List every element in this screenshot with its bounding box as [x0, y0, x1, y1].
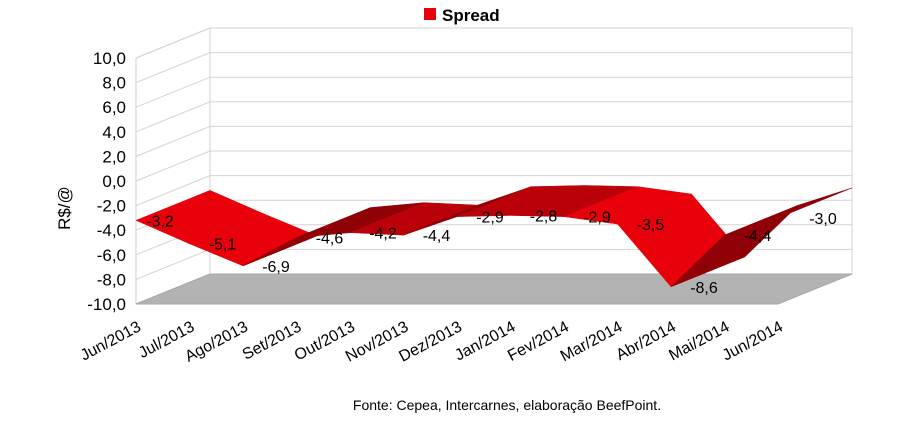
- gridline: [135, 150, 852, 182]
- series-segment: [724, 187, 853, 236]
- gridline: [135, 52, 852, 84]
- data-label: -6,9: [262, 259, 290, 276]
- y-tick-label: -10,0: [87, 295, 126, 314]
- y-tick-label: -6,0: [97, 246, 126, 265]
- legend-swatch-spread: [424, 8, 436, 20]
- data-label: -4,6: [316, 231, 344, 248]
- y-tick-label: -8,0: [97, 270, 126, 289]
- data-label: -4,2: [369, 226, 397, 243]
- y-tick-label: 4,0: [102, 123, 126, 142]
- x-tick-label: Mai/2014: [666, 318, 732, 364]
- y-axis-label: R$/@: [55, 186, 74, 230]
- data-label: -3,5: [637, 217, 665, 234]
- source-note: Fonte: Cepea, Intercarnes, elaboração Be…: [353, 397, 661, 413]
- plot-floor: [135, 273, 853, 305]
- y-axis-ticks: 10,0 8,0 6,0 4,0 2,0 0,0 -2,0 -4,0 -6,0 -8,0 -10,0: [87, 49, 126, 314]
- y-tick-label: 10,0: [93, 49, 126, 68]
- data-labels: -3,2 -5,1 -6,9 -4,6 -4,2 -4,4 -2,9 -2,8 -2,9 -3,5…: [146, 208, 837, 296]
- legend-label-spread: Spread: [442, 6, 500, 25]
- x-axis-labels: Jun/2013Jul/2013Ago/2013Set/2013Out/2013…: [78, 318, 786, 365]
- data-label: -3,2: [146, 213, 174, 230]
- spread-series: [135, 185, 853, 288]
- data-label: -4,4: [423, 228, 451, 245]
- floor-plane: [135, 273, 853, 305]
- data-label: -8,6: [690, 280, 718, 297]
- data-label: -3,0: [809, 211, 837, 228]
- gridline: [135, 27, 852, 59]
- x-tick-label: Abr/2014: [614, 318, 679, 364]
- gridline: [135, 101, 852, 133]
- x-tick-label: Jun/2014: [720, 318, 786, 364]
- data-label: -2,8: [530, 208, 558, 225]
- y-tick-label: 6,0: [102, 98, 126, 117]
- gridline: [135, 175, 852, 207]
- y-tick-label: -2,0: [97, 197, 126, 216]
- data-label: -5,1: [209, 237, 237, 254]
- gridline: [135, 76, 852, 108]
- y-tick-label: 2,0: [102, 147, 126, 166]
- legend: Spread: [424, 6, 500, 25]
- data-label: -2,9: [583, 210, 611, 227]
- data-label: -2,9: [476, 210, 504, 227]
- data-label: -4,4: [744, 228, 772, 245]
- x-tick-label: Jun/2013: [78, 318, 144, 364]
- y-tick-label: 0,0: [102, 172, 126, 191]
- y-tick-label: 8,0: [102, 74, 126, 93]
- gridline: [135, 125, 852, 157]
- y-tick-label: -4,0: [97, 221, 126, 240]
- x-tick-label: Mar/2014: [558, 318, 626, 365]
